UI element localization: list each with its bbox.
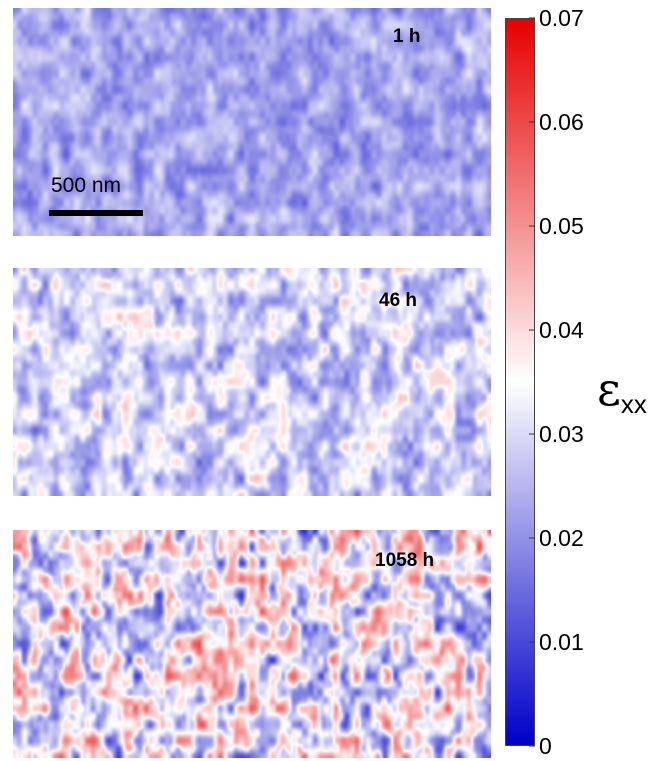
panel-label-46h: 46 h: [379, 290, 418, 311]
strain-map-1h-image: [13, 8, 491, 236]
colorbar-title: εxx: [597, 362, 647, 420]
strain-map-46h: 46 h: [13, 268, 491, 496]
strain-map-1058h-image: [13, 530, 491, 758]
scale-bar-line: [49, 210, 143, 216]
colorbar-tick-label: 0.03: [539, 421, 584, 447]
colorbar-tick-label: 0.02: [539, 525, 584, 551]
colorbar-tick-label: 0.06: [539, 109, 584, 135]
colorbar-tick-label: 0.07: [539, 5, 584, 31]
colorbar-tick-label: 0.01: [539, 629, 584, 655]
colorbar-tick-label: 0: [539, 733, 552, 759]
panel-label-1h: 1 h: [393, 26, 421, 47]
colorbar: [505, 18, 535, 746]
strain-map-1h: 1 h 500 nm: [13, 8, 491, 236]
colorbar-tick-label: 0.05: [539, 213, 584, 239]
colorbar-title-main: ε: [597, 362, 621, 416]
colorbar-title-sub: xx: [620, 389, 647, 419]
scale-bar-label: 500 nm: [51, 174, 122, 197]
strain-map-46h-image: [13, 268, 491, 496]
colorbar-tick-label: 0.04: [539, 317, 584, 343]
strain-map-1058h: 1058 h: [13, 530, 491, 758]
panel-label-1058h: 1058 h: [375, 550, 435, 571]
